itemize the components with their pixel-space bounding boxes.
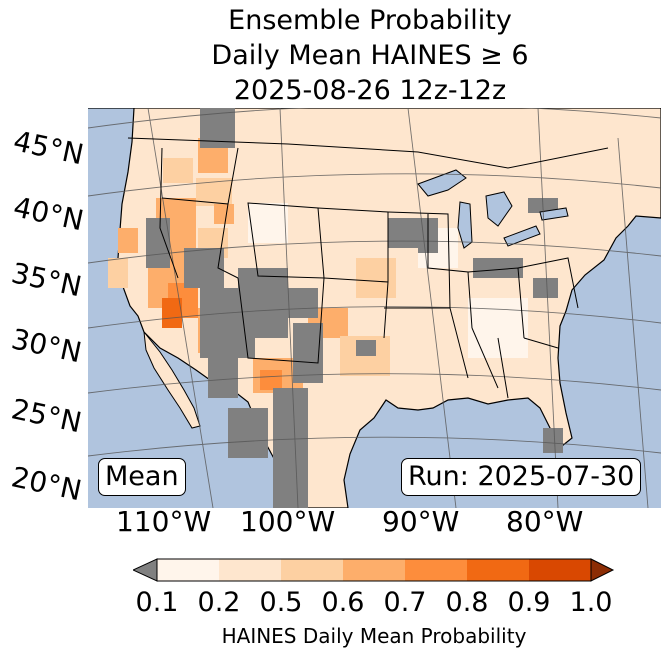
state-borders <box>127 137 609 399</box>
colorbar-bin <box>467 559 529 581</box>
colorbar-bin <box>405 559 467 581</box>
missing-data-patches <box>146 108 563 508</box>
lon-label-90: 90°W <box>382 505 460 538</box>
colorbar-bin <box>157 559 219 581</box>
lat-label-20: 20°N <box>8 460 85 508</box>
colorbar-frame <box>156 558 592 582</box>
colorbar-tick-label: 0.9 <box>507 587 551 618</box>
colorbar-over-arrow <box>590 558 615 582</box>
colorbar-bin <box>529 559 591 581</box>
colorbar-bin <box>219 559 281 581</box>
colorbar-tick-label: 0.7 <box>383 587 427 618</box>
colorbar-tick-label: 1.0 <box>569 587 613 618</box>
colorbar-under-arrow <box>133 558 158 582</box>
title-line-3: 2025-08-26 12z-12z <box>233 75 507 106</box>
colorbar-tick-label: 0.2 <box>197 587 241 618</box>
lon-label-110: 110°W <box>116 505 212 538</box>
colorbar-bin <box>281 559 343 581</box>
colorbar-bin <box>343 559 405 581</box>
colorbar-tick-label: 0.6 <box>321 587 365 618</box>
probability-map <box>88 108 661 508</box>
title-line-2: Daily Mean HAINES ≥ 6 <box>211 40 529 71</box>
lat-label-25: 25°N <box>8 392 85 440</box>
stat-label: Mean <box>98 458 186 496</box>
colorbar-tick-label: 0.1 <box>135 587 179 618</box>
lat-label-40: 40°N <box>10 190 87 238</box>
baja-peninsula <box>143 330 201 429</box>
lon-label-100: 100°W <box>240 505 336 538</box>
colorbar-label: HAINES Daily Mean Probability <box>221 624 527 648</box>
lon-label-80: 80°W <box>506 505 584 538</box>
colorbar <box>133 558 615 582</box>
colorbar-tick-label: 0.5 <box>259 587 303 618</box>
lat-label-45: 45°N <box>10 124 87 172</box>
colorbar-bins <box>157 559 591 581</box>
lat-label-30: 30°N <box>8 322 85 370</box>
title-line-1: Ensemble Probability <box>228 5 512 36</box>
run-label: Run: 2025-07-30 <box>401 458 642 496</box>
lat-label-35: 35°N <box>8 256 85 304</box>
great-lakes <box>417 169 569 249</box>
colorbar-tick-label: 0.8 <box>445 587 489 618</box>
